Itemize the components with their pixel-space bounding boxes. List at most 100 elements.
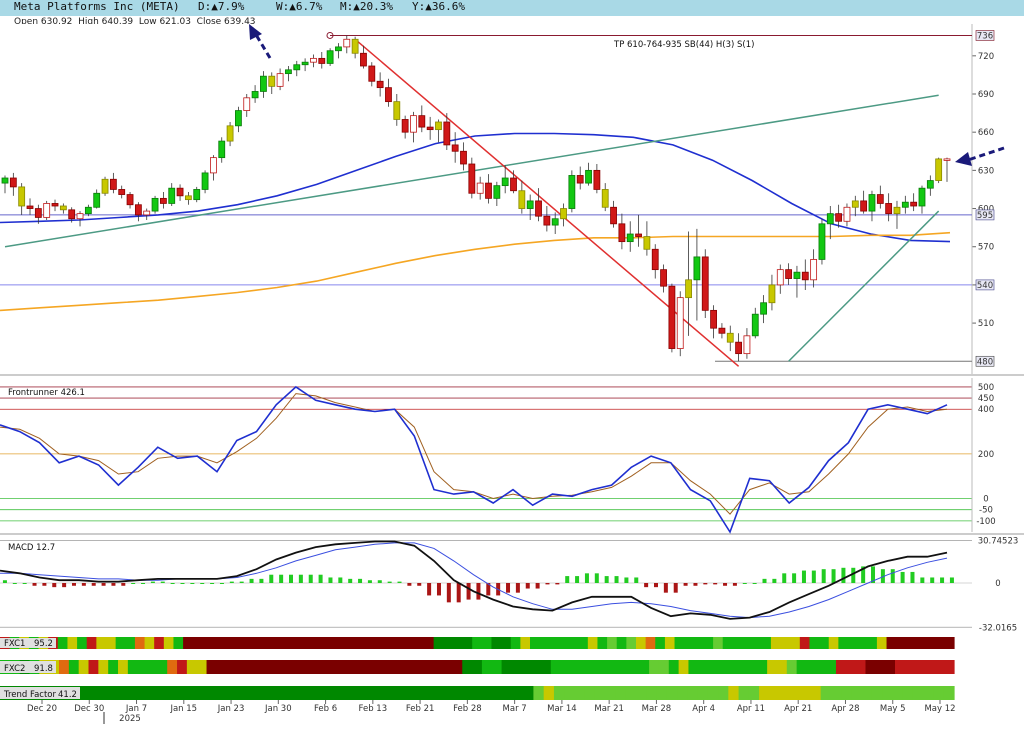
heat-cell [173, 637, 184, 649]
heat-cell [830, 686, 842, 700]
macd-histogram-bar [565, 576, 570, 583]
x-tick-label: Apr 28 [831, 704, 859, 714]
heat-cell [285, 660, 296, 674]
heat-cell [796, 660, 808, 674]
candle-body [868, 194, 876, 212]
macd-histogram-bar [101, 583, 106, 586]
heat-cell [523, 686, 535, 700]
heat-cell [748, 686, 760, 700]
heat-cell [727, 660, 739, 674]
heat-cell [134, 637, 146, 649]
candle-body [526, 200, 534, 209]
macd-histogram-bar [367, 580, 372, 583]
heat-cell [698, 660, 709, 674]
heat-cell [112, 686, 124, 700]
heat-cell [346, 637, 358, 649]
heat-cell [896, 637, 907, 649]
candle-body [793, 271, 801, 279]
macd-histogram-bar [12, 583, 17, 584]
candle-body [401, 119, 409, 133]
heat-cell [404, 637, 415, 649]
price-tick-label: 510 [978, 319, 994, 329]
heat-cell [163, 637, 175, 649]
candle-body [301, 61, 309, 66]
strip-label-bg [0, 687, 80, 699]
heat-cell [256, 686, 268, 700]
heat-cell [413, 660, 424, 674]
candle-body [59, 205, 67, 211]
heat-cell [127, 660, 139, 674]
heat-cell [933, 686, 945, 700]
heat-cell [348, 686, 360, 700]
macd-histogram-bar [653, 583, 658, 588]
candle-body [168, 187, 176, 204]
month-change: M:▲20.3% [340, 0, 393, 13]
heat-cell [549, 637, 560, 649]
macd-histogram-bar [239, 581, 244, 583]
candle-body [918, 187, 926, 207]
heat-cell [184, 686, 196, 700]
macd-histogram-bar [466, 583, 471, 600]
heat-cell [816, 660, 827, 674]
ma-blue-line [0, 132, 951, 243]
heat-cell [761, 637, 772, 649]
candle-body [151, 197, 159, 212]
macd-histogram-bar [506, 583, 511, 593]
macd-histogram-bar [2, 580, 7, 583]
heat-cell [289, 637, 300, 649]
candle-body [326, 50, 334, 64]
heat-cell [786, 660, 798, 674]
macd-histogram-bar [801, 570, 806, 583]
candle-body [134, 204, 142, 216]
heat-cell [780, 637, 791, 649]
heat-cell [240, 637, 252, 649]
x-tick-label: Mar 28 [642, 704, 672, 714]
heat-cell [167, 660, 178, 674]
candle-body [468, 163, 476, 194]
heat-cell [636, 637, 647, 649]
heat-cell [845, 660, 857, 674]
heat-cell [851, 686, 863, 700]
candle-body [843, 206, 851, 222]
macd-histogram-bar [81, 583, 86, 586]
heat-cell [250, 637, 261, 649]
macd-title: MACD 12.7 [8, 543, 55, 553]
heat-cell [164, 686, 175, 700]
macd-histogram-bar [732, 583, 737, 586]
candle-body [460, 150, 467, 165]
heat-cell [433, 637, 444, 649]
heat-cell [96, 637, 107, 649]
candle-body [18, 186, 26, 207]
x-tick-label: Dec 30 [74, 704, 104, 714]
candle-body [360, 52, 367, 67]
heat-cell [530, 637, 541, 649]
macd-histogram-bar [259, 578, 264, 583]
heat-cell [226, 660, 237, 674]
candle-body [876, 194, 884, 204]
price-tag-label: 480 [977, 357, 993, 367]
heat-cell [757, 660, 768, 674]
x-tick-label: Jan 7 [125, 704, 147, 714]
macd-histogram-bar [515, 583, 520, 593]
macd-histogram-bar [545, 583, 550, 585]
heat-cell [902, 686, 914, 700]
heat-cell [684, 637, 695, 649]
candle-body [426, 126, 434, 131]
price-tick-label: 720 [978, 52, 994, 62]
heat-cell [304, 660, 316, 674]
candle-body [510, 177, 517, 192]
macd-histogram-bar [22, 583, 27, 584]
candle-body [518, 190, 526, 209]
heat-cell [687, 686, 699, 700]
heat-cell [810, 686, 822, 700]
heat-cell [432, 660, 444, 674]
price-tick-label: 570 [978, 243, 994, 253]
macd-histogram-bar [298, 574, 303, 583]
candle-body [885, 203, 893, 215]
price-tag-label: 736 [977, 31, 993, 41]
heat-cell [442, 660, 454, 674]
heat-cell [707, 686, 719, 700]
macd-histogram-bar [407, 583, 412, 586]
macd-histogram-bar [940, 577, 945, 583]
